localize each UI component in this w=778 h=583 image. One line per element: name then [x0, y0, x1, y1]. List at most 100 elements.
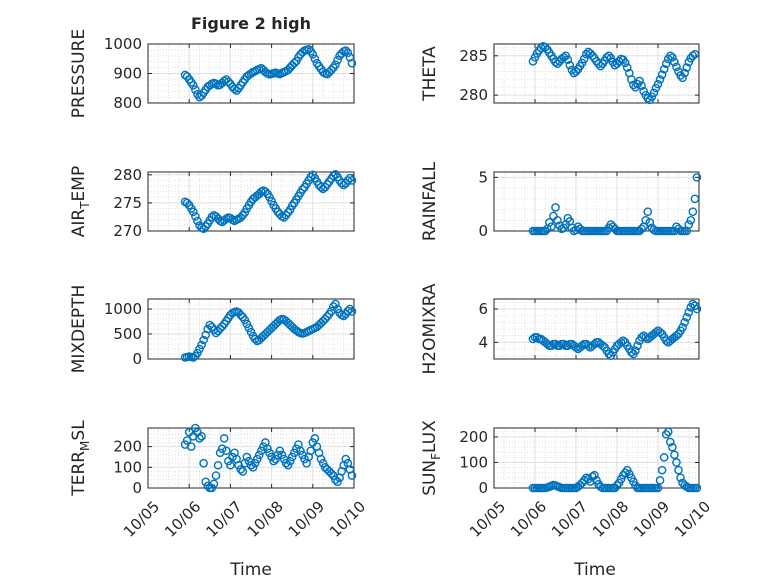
data-point: [565, 60, 575, 70]
data-point: [653, 79, 663, 89]
data-point: [318, 458, 328, 468]
x-tick-label: 10/06: [507, 498, 550, 541]
data-point: [540, 42, 550, 52]
data-point: [343, 306, 353, 316]
data-point: [680, 318, 689, 327]
data-point: [686, 215, 696, 225]
data-point: [205, 81, 215, 90]
data-point: [678, 73, 687, 83]
data-point: [596, 61, 605, 71]
data-point: [331, 475, 340, 485]
data-point: [670, 450, 679, 460]
data-point: [277, 450, 287, 460]
data-point: [540, 226, 550, 236]
data-point: [341, 454, 351, 464]
data-point: [298, 185, 307, 194]
series-terr: [180, 423, 357, 493]
axes-box: [493, 43, 700, 104]
data-point: [304, 45, 313, 54]
data-point: [242, 452, 252, 462]
data-point: [688, 299, 698, 309]
data-point: [329, 171, 338, 181]
y-tick-label: 270: [113, 222, 142, 240]
series-rainfall: [528, 173, 702, 236]
y-axis-label: TERRMSL: [69, 420, 92, 497]
data-point: [688, 51, 698, 61]
data-point: [209, 479, 219, 489]
data-point: [265, 448, 274, 458]
data-point: [182, 198, 192, 208]
series-air: [180, 169, 357, 234]
data-point: [618, 470, 628, 480]
data-point: [692, 483, 702, 493]
data-point: [629, 80, 638, 90]
y-tick-label: 280: [113, 166, 142, 184]
data-point: [670, 226, 679, 236]
data-point: [641, 215, 651, 225]
data-point: [545, 218, 554, 227]
data-point: [604, 51, 614, 61]
data-point: [620, 58, 630, 68]
data-point: [191, 85, 200, 95]
data-point: [232, 86, 241, 95]
y-tick-label: 0: [132, 479, 142, 497]
data-point: [661, 59, 671, 68]
data-point: [273, 450, 283, 460]
subplot-pressure: 800 900 1000 PRESSURE: [69, 29, 357, 118]
data-point: [199, 458, 208, 468]
axes-box: [493, 298, 700, 360]
data-point: [577, 341, 587, 350]
data-point: [670, 57, 679, 67]
data-point: [659, 453, 669, 462]
data-point: [635, 76, 644, 86]
data-point: [254, 450, 264, 460]
y-tick-label: 0: [478, 479, 488, 497]
data-point: [551, 203, 560, 212]
y-tick-label: 500: [113, 325, 142, 343]
data-point: [327, 65, 336, 75]
data-point: [643, 93, 653, 103]
data-point: [690, 194, 700, 204]
data-point: [612, 481, 622, 490]
data-point: [668, 442, 677, 452]
data-point: [680, 68, 689, 78]
data-point: [590, 339, 599, 349]
data-point: [281, 458, 291, 468]
data-point: [275, 446, 285, 456]
data-point: [649, 88, 659, 98]
data-point: [347, 307, 357, 316]
data-point: [320, 314, 330, 324]
data-point: [659, 64, 669, 74]
axes-box: [147, 298, 355, 360]
y-tick-label: 6: [478, 300, 488, 318]
y-tick-label: 800: [113, 94, 142, 112]
data-point: [676, 473, 685, 483]
data-point: [318, 67, 328, 77]
data-point: [191, 212, 200, 221]
data-point: [622, 63, 632, 72]
data-point: [688, 207, 698, 216]
data-point: [347, 58, 357, 68]
data-point: [213, 460, 223, 470]
data-point: [283, 460, 293, 470]
data-point: [221, 446, 231, 456]
data-point: [252, 454, 262, 464]
data-point: [657, 70, 667, 79]
data-point: [263, 444, 272, 453]
data-point: [285, 456, 295, 466]
axes-box: [147, 171, 355, 232]
data-point: [643, 207, 653, 216]
data-point: [655, 476, 665, 485]
data-point: [238, 467, 248, 476]
data-point: [610, 483, 620, 493]
data-point: [672, 331, 681, 340]
data-point: [195, 434, 204, 443]
data-point: [553, 215, 562, 225]
data-point: [296, 446, 305, 456]
data-point: [205, 320, 215, 330]
data-point: [672, 62, 681, 72]
data-point: [555, 341, 564, 350]
data-point: [201, 477, 210, 487]
